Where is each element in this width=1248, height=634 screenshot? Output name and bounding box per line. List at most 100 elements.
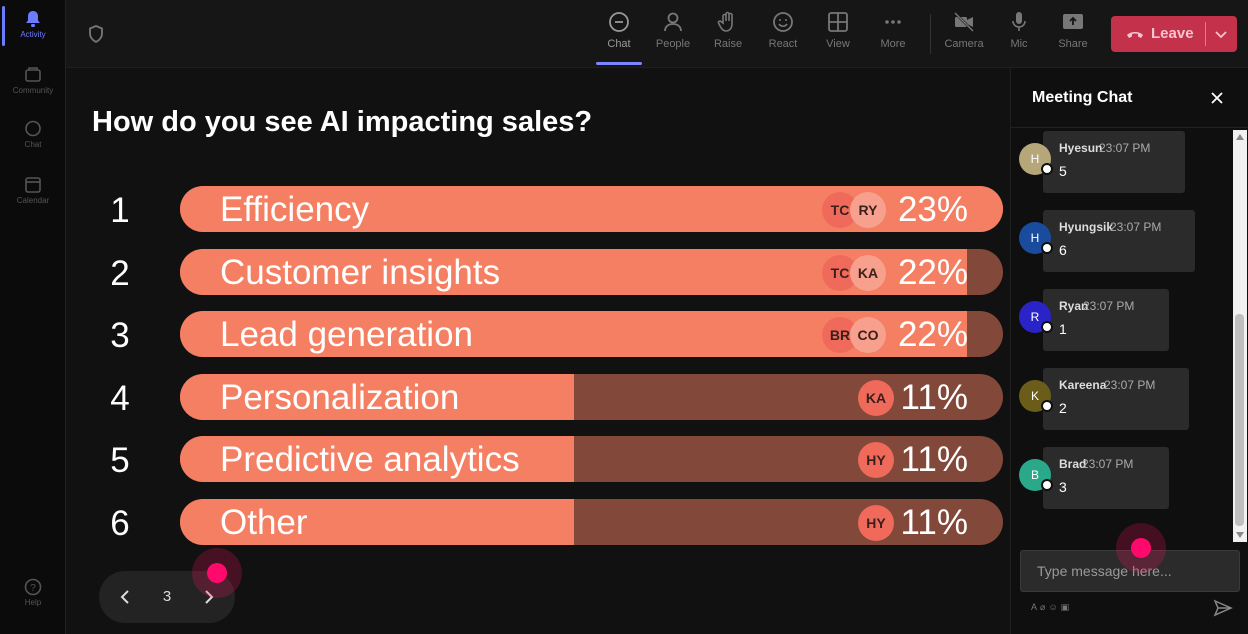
- rail-item-chat[interactable]: Chat: [0, 120, 66, 149]
- phone-hangup-icon: [1127, 32, 1143, 38]
- camera-off-icon: [954, 12, 974, 32]
- camera-button-label: Camera: [944, 38, 984, 50]
- chat-scrollbar[interactable]: [1233, 130, 1247, 542]
- react-button-label: React: [768, 38, 798, 50]
- presence-indicator: [1041, 479, 1053, 491]
- raise-hand-button[interactable]: Raise: [703, 10, 753, 50]
- rail-item-calendar[interactable]: Calendar: [0, 176, 66, 205]
- share-icon: [1063, 14, 1083, 29]
- message-text: 5: [1059, 163, 1067, 179]
- chevron-down-icon[interactable]: [1213, 26, 1229, 42]
- leave-button[interactable]: Leave: [1111, 16, 1237, 52]
- poll-stage: How do you see AI impacting sales? 1 Effi…: [66, 68, 1010, 634]
- presence-indicator: [1041, 321, 1053, 333]
- people-button[interactable]: People: [648, 10, 698, 50]
- scroll-up-icon[interactable]: [1236, 134, 1244, 140]
- chat-title: Meeting Chat: [1032, 89, 1133, 106]
- poll-option-row: 2 Customer insights TC KA 22%: [66, 248, 1010, 297]
- rail-item-label: Activity: [20, 30, 46, 39]
- option-label: Other: [220, 502, 308, 542]
- gif-icon[interactable]: ▣: [1060, 602, 1073, 612]
- avatar[interactable]: H: [1019, 222, 1053, 254]
- voter-avatar: HY: [858, 504, 894, 541]
- avatar[interactable]: R: [1019, 301, 1053, 333]
- avatar[interactable]: B: [1019, 459, 1053, 491]
- meeting-toolbar: Chat People Raise React View More Camera: [66, 0, 1248, 68]
- option-percent: 11%: [900, 502, 968, 542]
- poll-option-row: 5 Predictive analytics HY 11%: [66, 436, 1010, 484]
- message-bubble: Hyesun 23:07 PM 5: [1043, 131, 1185, 193]
- chevron-left-icon[interactable]: [115, 587, 135, 607]
- option-label: Customer insights: [220, 252, 501, 292]
- avatar[interactable]: K: [1019, 380, 1053, 412]
- avatar-initial: H: [1030, 152, 1040, 166]
- shield-icon[interactable]: [86, 24, 106, 44]
- rail-item-label: Calendar: [16, 196, 50, 205]
- message-author: Kareena: [1059, 378, 1107, 392]
- active-tab-indicator: [596, 62, 642, 65]
- avatar-initial: R: [1030, 310, 1040, 324]
- emoji-icon[interactable]: ☺: [1048, 602, 1061, 612]
- poll-option-row: 4 Personalization KA 11%: [66, 373, 1010, 422]
- share-button-label: Share: [1058, 38, 1088, 50]
- voter-avatar: KA: [858, 379, 894, 416]
- hand-icon: [717, 11, 733, 32]
- option-number: 4: [110, 378, 130, 418]
- option-percent: 23%: [897, 190, 968, 229]
- rail-item-label: Chat: [24, 140, 42, 149]
- page-number: 3: [162, 588, 172, 605]
- mic-button[interactable]: Mic: [994, 10, 1044, 50]
- message-time: 23:07 PM: [1110, 220, 1162, 234]
- leave-split-divider: [1205, 22, 1206, 46]
- left-rail: Activity Community Chat Calendar ? Help: [0, 0, 66, 634]
- attach-icon[interactable]: ⌀: [1040, 602, 1049, 612]
- rail-item-community[interactable]: Community: [0, 66, 66, 95]
- option-number: 2: [110, 253, 130, 293]
- view-button[interactable]: View: [813, 10, 863, 50]
- message-time: 23:07 PM: [1104, 378, 1156, 392]
- option-label: Lead generation: [220, 315, 473, 354]
- share-button[interactable]: Share: [1048, 10, 1098, 50]
- poll-option-row: 6 Other HY 11%: [66, 498, 1010, 547]
- mic-button-label: Mic: [1010, 38, 1028, 50]
- result-bar-fill: [180, 498, 574, 545]
- react-button[interactable]: React: [758, 10, 808, 50]
- raise-hand-button-label: Raise: [713, 38, 743, 50]
- option-percent: 11%: [900, 440, 968, 479]
- chat-message: Ryan 23:07 PM 1 R: [1019, 289, 1199, 353]
- result-bar-fill: [180, 436, 574, 482]
- poll-option-row: 3 Lead generation BR CO 22%: [66, 311, 1010, 359]
- rail-item-label: Help: [24, 598, 42, 607]
- result-bar: [180, 436, 1003, 482]
- chat-message: Brad 23:07 PM 3 B: [1019, 447, 1199, 511]
- scroll-down-icon[interactable]: [1236, 532, 1244, 538]
- rail-item-activity[interactable]: Activity: [0, 10, 66, 39]
- option-label: Efficiency: [220, 190, 370, 229]
- more-button[interactable]: More: [868, 10, 918, 50]
- message-text: 1: [1059, 321, 1067, 337]
- chevron-right-icon[interactable]: [199, 587, 219, 607]
- chat-message: Hyesun 23:07 PM 5 H: [1019, 131, 1199, 195]
- scroll-thumb[interactable]: [1235, 314, 1244, 526]
- format-icon[interactable]: A: [1031, 602, 1041, 612]
- poll-question: How do you see AI impacting sales?: [92, 106, 593, 138]
- mic-icon: [1012, 12, 1026, 31]
- close-icon[interactable]: [1209, 90, 1225, 106]
- camera-button[interactable]: Camera: [939, 10, 989, 50]
- avatar-initial: H: [1030, 231, 1040, 245]
- click-marker: [1116, 523, 1166, 573]
- send-icon[interactable]: [1213, 598, 1233, 618]
- message-placeholder: Type message here...: [1037, 563, 1172, 579]
- avatar[interactable]: H: [1019, 143, 1053, 175]
- option-percent: 22%: [897, 252, 968, 292]
- chat-button[interactable]: Chat: [594, 10, 644, 50]
- click-marker: [192, 548, 242, 598]
- rail-item-help[interactable]: ? Help: [0, 578, 66, 607]
- option-label: Personalization: [220, 377, 460, 417]
- message-input[interactable]: Type message here...: [1020, 550, 1240, 592]
- message-text: 3: [1059, 479, 1067, 495]
- smile-icon: [773, 12, 793, 32]
- chat-message: Kareena 23:07 PM 2 K: [1019, 368, 1199, 432]
- presence-indicator: [1041, 400, 1053, 412]
